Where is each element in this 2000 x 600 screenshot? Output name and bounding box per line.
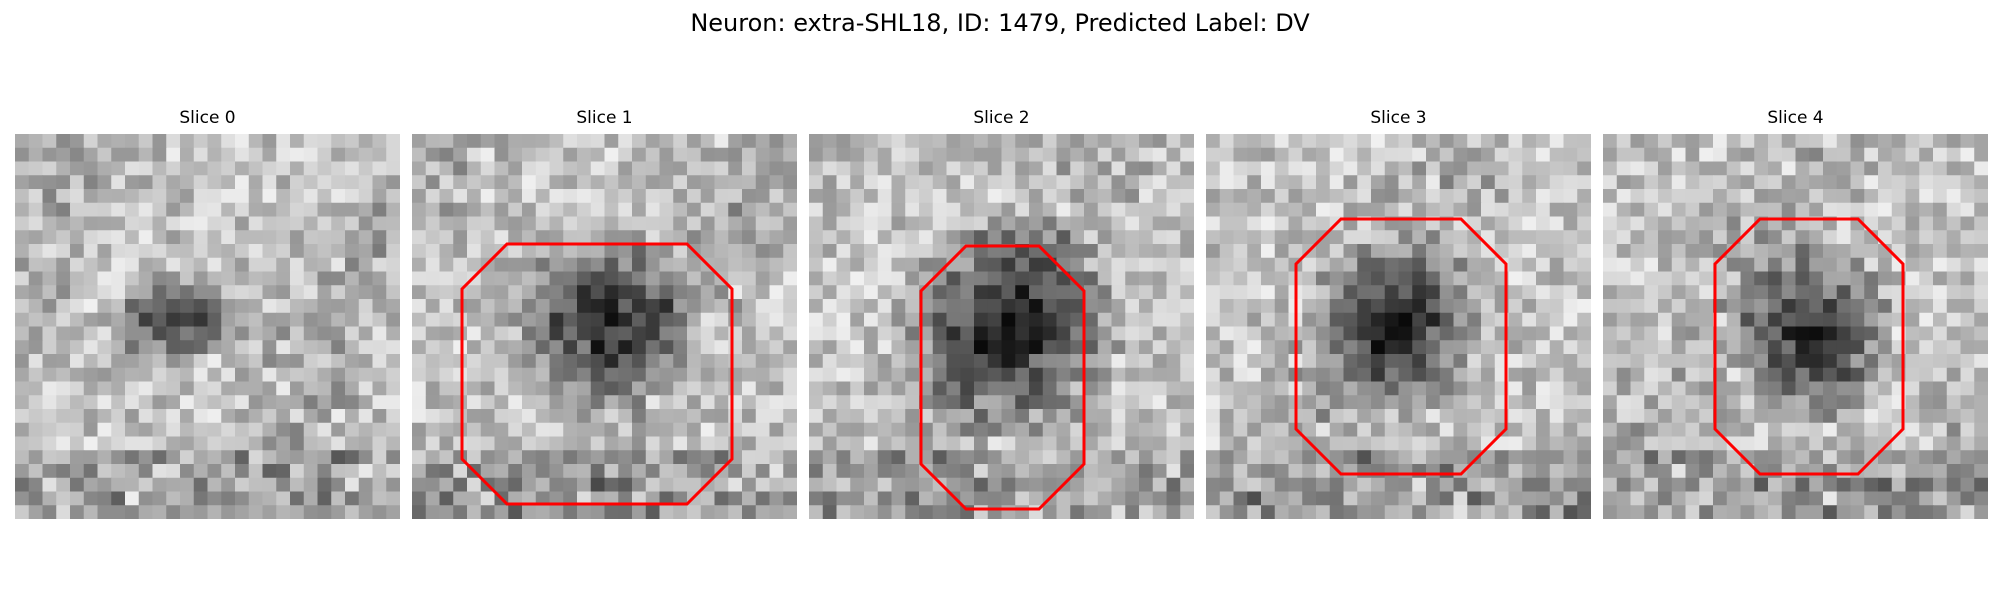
slice-image-3 [1206, 134, 1591, 519]
cell-contour-3 [1294, 217, 1508, 476]
cell-contour-1 [460, 242, 734, 506]
slice-image-0 [15, 134, 400, 519]
slice-image-1 [412, 134, 797, 519]
cell-contour-2 [919, 244, 1086, 511]
slice-title-1: Slice 1 [576, 108, 633, 128]
slice-image-2 [809, 134, 1194, 519]
figure-title: Neuron: extra-SHL18, ID: 1479, Predicted… [690, 9, 1310, 37]
slice-image-4 [1603, 134, 1988, 519]
slice-title-0: Slice 0 [179, 108, 236, 128]
slice-title-3: Slice 3 [1370, 108, 1427, 128]
slice-title-4: Slice 4 [1767, 108, 1824, 128]
slice-title-2: Slice 2 [973, 108, 1030, 128]
cell-contour-4 [1713, 217, 1905, 476]
